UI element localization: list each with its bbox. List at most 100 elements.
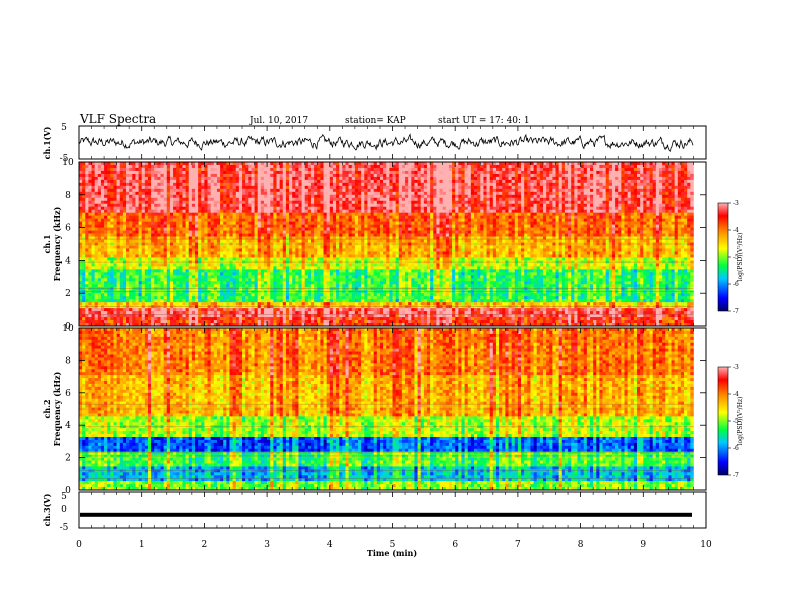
spectrogram-cell xyxy=(449,174,452,177)
spectrogram-cell xyxy=(587,174,590,177)
spectrogram-cell xyxy=(374,183,377,186)
spectrogram-cell xyxy=(220,177,223,180)
spectrogram-cell xyxy=(157,180,160,183)
spectrogram-cell xyxy=(223,168,226,171)
spectrogram-cell xyxy=(345,174,348,177)
spectrogram-cell xyxy=(208,171,211,174)
spectrogram-cell xyxy=(236,168,239,171)
spectrogram-cell xyxy=(452,189,455,192)
spectrogram-cell xyxy=(198,165,201,168)
spectrogram-cell xyxy=(192,168,195,171)
spectrogram-cell xyxy=(628,180,631,183)
spectrogram-cell xyxy=(430,171,433,174)
spectrogram-cell xyxy=(192,189,195,192)
spectrogram-cell xyxy=(487,168,490,171)
spectrogram-cell xyxy=(305,165,308,168)
spectrogram-cell xyxy=(110,165,113,168)
spectrogram-cell xyxy=(480,174,483,177)
spectrogram-cell xyxy=(524,183,527,186)
spectrogram-cell xyxy=(371,174,374,177)
spectrogram-cell xyxy=(132,183,135,186)
spectrogram-cell xyxy=(239,177,242,180)
spectrogram-cell xyxy=(512,168,515,171)
spectrogram-cell xyxy=(559,189,562,192)
spectrogram-cell xyxy=(496,165,499,168)
spectrogram-cell xyxy=(678,180,681,183)
spectrogram-cell xyxy=(182,171,185,174)
spectrogram-cell xyxy=(236,189,239,192)
spectrogram-cell xyxy=(414,180,417,183)
spectrogram-cell xyxy=(405,171,408,174)
spectrogram-cell xyxy=(527,171,530,174)
spectrogram-cell xyxy=(577,174,580,177)
spectrogram-cell xyxy=(687,180,690,183)
spectrogram-cell xyxy=(374,174,377,177)
spectrogram-cell xyxy=(295,168,298,171)
spectrogram-cell xyxy=(324,171,327,174)
spectrogram-cell xyxy=(311,171,314,174)
spectrogram-cell xyxy=(393,165,396,168)
spectrogram-cell xyxy=(468,189,471,192)
spectrogram-cell xyxy=(123,174,126,177)
spectrogram-cell xyxy=(142,186,145,189)
spectrogram-cell xyxy=(361,183,364,186)
spectrogram-cell xyxy=(621,177,624,180)
spectrogram-cell xyxy=(189,177,192,180)
spectrogram-cell xyxy=(314,177,317,180)
spectrogram-cell xyxy=(499,189,502,192)
spectrogram-cell xyxy=(637,174,640,177)
spectrogram-cell xyxy=(139,180,142,183)
spectrogram-cell xyxy=(251,189,254,192)
spectrogram-cell xyxy=(593,189,596,192)
spectrogram-cell xyxy=(474,177,477,180)
spectrogram-cell xyxy=(534,177,537,180)
spectrogram-cell xyxy=(628,174,631,177)
spectrogram-cell xyxy=(499,186,502,189)
spectrogram-cell xyxy=(88,171,91,174)
spectrogram-cell xyxy=(512,183,515,186)
spectrogram-cell xyxy=(477,183,480,186)
spectrogram-cell xyxy=(167,174,170,177)
spectrogram-cell xyxy=(377,180,380,183)
spectrogram-cell xyxy=(515,168,518,171)
spectrogram-cell xyxy=(223,189,226,192)
spectrogram-cell xyxy=(258,174,261,177)
spectrogram-cell xyxy=(98,192,101,195)
spectrogram-cell xyxy=(361,174,364,177)
spectrogram-cell xyxy=(418,189,421,192)
spectrogram-cell xyxy=(405,189,408,192)
spectrogram-cell xyxy=(145,177,148,180)
spectrogram-cell xyxy=(120,192,123,195)
spectrogram-cell xyxy=(107,180,110,183)
spectrogram-cell xyxy=(242,165,245,168)
spectrogram-cell xyxy=(161,165,164,168)
spectrogram-cell xyxy=(468,177,471,180)
spectrogram-cell xyxy=(518,168,521,171)
spectrogram-cell xyxy=(176,192,179,195)
spectrogram-cell xyxy=(534,171,537,174)
spectrogram-cell xyxy=(280,180,283,183)
spectrogram-cell xyxy=(461,180,464,183)
spectrogram-cell xyxy=(678,189,681,192)
spectrogram-cell xyxy=(577,177,580,180)
spectrogram-cell xyxy=(92,192,95,195)
spectrogram-cell xyxy=(148,171,151,174)
spectrogram-cell xyxy=(104,180,107,183)
spectrogram-cell xyxy=(280,186,283,189)
spectrogram-cell xyxy=(245,186,248,189)
spectrogram-cell xyxy=(164,168,167,171)
spectrogram-cell xyxy=(446,165,449,168)
spectrogram-cell xyxy=(308,168,311,171)
spectrogram-cell xyxy=(358,180,361,183)
spectrogram-cell xyxy=(167,180,170,183)
spectrogram-cell xyxy=(540,177,543,180)
spectrogram-cell xyxy=(139,183,142,186)
spectrogram-cell xyxy=(135,168,138,171)
spectrogram-cell xyxy=(684,168,687,171)
spectrogram-cell xyxy=(587,165,590,168)
spectrogram-cell xyxy=(139,192,142,195)
spectrogram-cell xyxy=(414,168,417,171)
spectrogram-cell xyxy=(386,186,389,189)
spectrogram-cell xyxy=(242,168,245,171)
spectrogram-cell xyxy=(684,183,687,186)
